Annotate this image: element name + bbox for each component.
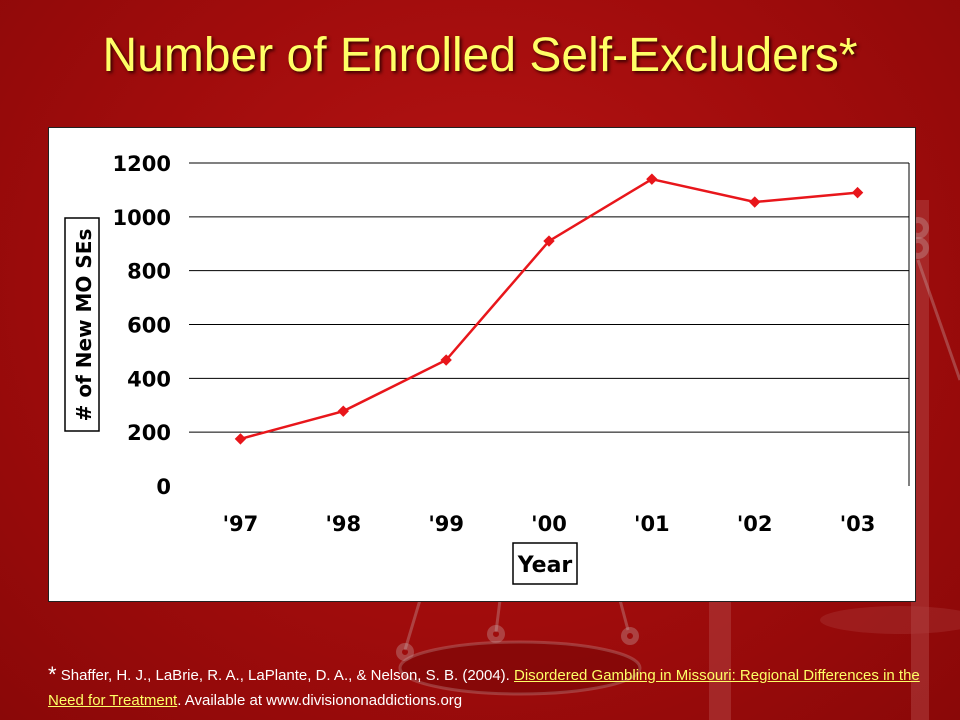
data-point-marker bbox=[234, 433, 247, 445]
citation-link[interactable]: Disordered Gambling in Missouri: Regiona… bbox=[48, 667, 920, 709]
x-tick-label: '01 bbox=[634, 512, 670, 536]
y-tick-label: 0 bbox=[156, 475, 171, 499]
data-point-marker bbox=[440, 354, 452, 366]
footnote-marker: * bbox=[48, 662, 57, 687]
line-chart: 0 200 400 600 800 1000 1200 '97 '98 '99 '00 '01 '02 '… bbox=[64, 152, 910, 585]
data-point-marker bbox=[851, 186, 864, 199]
data-point-marker bbox=[749, 196, 761, 208]
x-axis-title-box bbox=[512, 542, 578, 585]
citation-authors: Shaffer, H. J., LaBrie, R. A., LaPlante,… bbox=[60, 667, 515, 684]
x-tick-label: '00 bbox=[531, 512, 567, 536]
y-axis-title: # of New MO SEs bbox=[72, 229, 96, 422]
y-tick-label: 800 bbox=[127, 260, 171, 284]
citation-suffix: . Available at www.divisiononaddictions.… bbox=[177, 692, 463, 709]
x-axis-title: Year bbox=[517, 553, 573, 578]
x-tick-label: '02 bbox=[737, 512, 773, 536]
x-tick-label: '03 bbox=[840, 512, 876, 536]
y-tick-label: 200 bbox=[127, 421, 171, 445]
y-tick-label: 400 bbox=[127, 367, 171, 391]
x-tick-label: '99 bbox=[428, 512, 464, 536]
chart-panel: 0 200 400 600 800 1000 1200 '97 '98 '99 '00 '01 '02 '… bbox=[48, 127, 916, 602]
data-point-marker bbox=[543, 235, 555, 247]
x-tick-label: '97 bbox=[223, 512, 259, 536]
y-tick-label: 1000 bbox=[113, 206, 171, 230]
series-line bbox=[240, 177, 858, 441]
citation-footnote: * Shaffer, H. J., LaBrie, R. A., LaPlant… bbox=[48, 662, 928, 713]
data-point-marker bbox=[646, 173, 658, 185]
y-axis-title-box bbox=[64, 217, 100, 432]
y-tick-label: 600 bbox=[127, 314, 171, 338]
slide-title: Number of Enrolled Self-Excluders* bbox=[102, 29, 858, 82]
y-tick-label: 1200 bbox=[113, 152, 171, 176]
data-point-marker bbox=[337, 405, 349, 417]
x-tick-label: '98 bbox=[325, 512, 361, 536]
